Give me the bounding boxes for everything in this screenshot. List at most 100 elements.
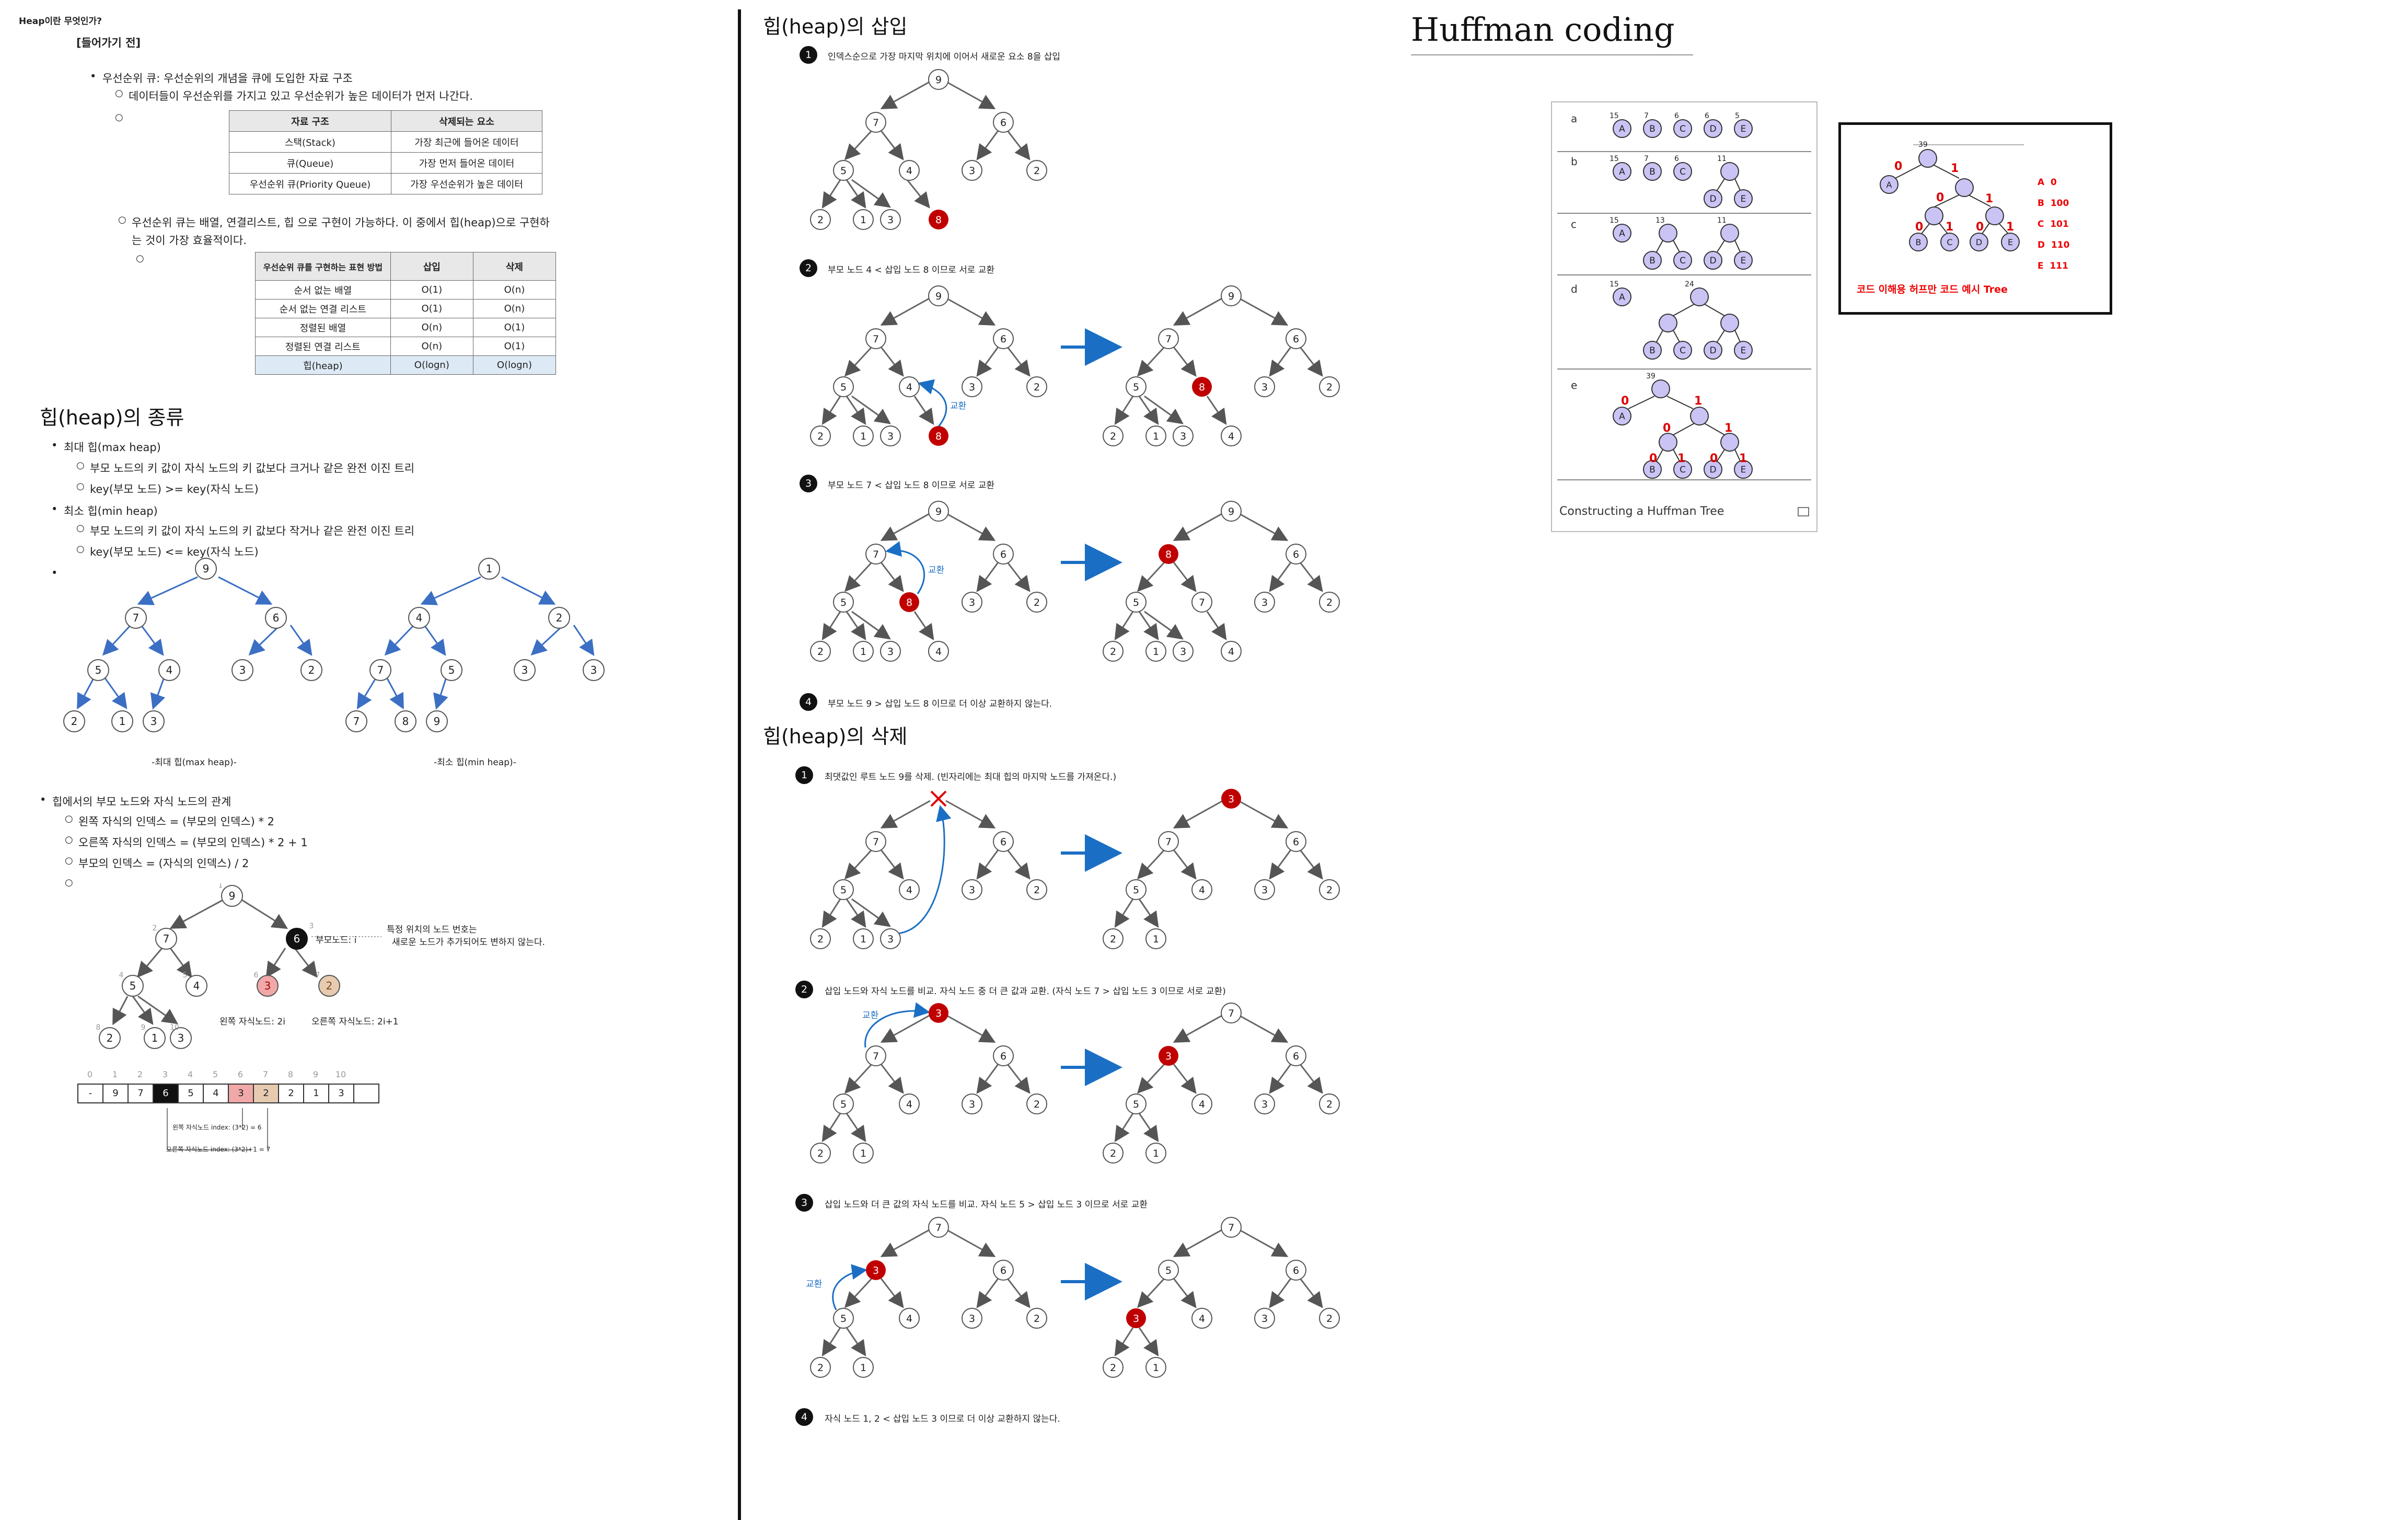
array-note-left: 왼쪽 자식노드 index: (3*2) = 6	[172, 1124, 262, 1131]
delete-step-1: 최댓값인 루트 노드 9를 삭제. (빈자리에는 최대 힙의 마지막 노드를 가…	[825, 772, 1117, 782]
svg-text:6: 6	[294, 932, 300, 945]
expand-icon[interactable]	[1798, 507, 1809, 516]
array-cell: 9	[103, 1084, 129, 1103]
svg-text:5: 5	[130, 980, 136, 992]
svg-text:9: 9	[935, 74, 942, 86]
svg-text:3: 3	[239, 664, 246, 676]
svg-text:4: 4	[166, 664, 173, 676]
huffman-code-example: 39 A B C D E 0 1 0 1 0 1 0 1 A 0 B 100 C 101 D 1…	[1838, 122, 2112, 315]
array-index: 6	[237, 1069, 244, 1079]
leaf: A	[1619, 167, 1625, 177]
pq-impl-2: 는 것이 가장 효율적이다.	[132, 234, 247, 247]
svg-text:4: 4	[119, 971, 124, 980]
min-heap-caption: -최소 힙(min heap)-	[434, 757, 516, 768]
svg-text:8: 8	[935, 214, 942, 226]
svg-text:3: 3	[591, 664, 597, 676]
cell: O(1)	[472, 337, 557, 356]
svg-text:3: 3	[1165, 1051, 1172, 1062]
svg-text:7: 7	[1228, 1008, 1234, 1019]
swap-label: 교환	[806, 1279, 822, 1289]
array-index: 0	[87, 1069, 93, 1079]
array-pointer-lines	[167, 1108, 268, 1150]
delete-step-3-badge: 3	[795, 1194, 813, 1212]
edge-bit: 0	[1710, 452, 1718, 465]
stage-label: b	[1571, 155, 1578, 168]
svg-text:6: 6	[1000, 549, 1006, 560]
delete-diagrams: 7 6 5 4 3 2 2 1 3 3 7 6 5 4 3 2 2 1	[806, 789, 1340, 1378]
parent-node-label: 부모노드: i	[316, 935, 357, 946]
delete-step-3: 삽입 노드와 더 큰 값의 자식 노드를 비교. 자식 노드 5 > 삽입 노드…	[825, 1200, 1148, 1210]
array-note-right: 오른쪽 자식노드 index: (3*2)+1 = 7	[166, 1146, 271, 1153]
svg-text:4: 4	[416, 612, 423, 624]
edge-bit: 0	[1976, 221, 1984, 234]
svg-text:3: 3	[264, 980, 271, 992]
cell: 스택(Stack)	[229, 131, 391, 153]
svg-text:2: 2	[308, 664, 315, 676]
stage-label: c	[1571, 218, 1577, 231]
svg-text:7: 7	[1165, 836, 1172, 848]
svg-text:7: 7	[1199, 597, 1205, 608]
svg-text:2: 2	[153, 924, 157, 932]
weight: 5	[1735, 112, 1740, 120]
svg-text:3: 3	[887, 934, 894, 945]
code-row: E 111	[2037, 261, 2068, 271]
heap-types-diagram: 9 7 6 5 4 3 2 2 1 3 1 4 2 7 5 3 3 7 8 9	[63, 558, 605, 732]
array-index: 7	[262, 1069, 269, 1079]
insert-step-3: 부모 노드 7 < 삽입 노드 8 이므로 서로 교환	[828, 480, 995, 491]
leaf: B	[1649, 256, 1656, 266]
cell: 힙(heap)	[255, 355, 391, 375]
weight: 7	[1644, 112, 1649, 120]
cell: O(logn)	[390, 355, 473, 375]
edge-bit: 0	[1915, 221, 1923, 234]
svg-text:1: 1	[860, 431, 866, 442]
max-heap-desc: 부모 노드의 키 값이 자식 노드의 키 값보다 크거나 같은 완전 이진 트리	[76, 460, 414, 476]
insert-step-2-badge: 2	[800, 259, 817, 277]
svg-text:2: 2	[1110, 1362, 1116, 1374]
svg-text:3: 3	[150, 715, 157, 728]
svg-text:2: 2	[1110, 934, 1116, 945]
cell: 가장 최근에 들어온 데이터	[390, 131, 543, 153]
svg-text:2: 2	[817, 934, 824, 945]
array-cell-right-child: 2	[254, 1084, 279, 1103]
weight: 6	[1674, 112, 1679, 120]
leaf: D	[1709, 346, 1716, 356]
svg-text:1: 1	[1153, 1362, 1159, 1374]
leaf: D	[1976, 237, 1982, 247]
code-row: C 101	[2037, 219, 2069, 229]
svg-text:5: 5	[95, 664, 102, 676]
svg-text:3: 3	[522, 664, 528, 676]
min-heap-key: key(부모 노드) <= key(자식 노드)	[76, 544, 259, 559]
stage-label: a	[1571, 112, 1577, 125]
array-index: 10	[335, 1069, 346, 1079]
code-row: D 110	[2037, 240, 2070, 250]
huffman-caption: Constructing a Huffman Tree	[1559, 505, 1724, 518]
svg-text:2: 2	[1110, 431, 1116, 442]
svg-text:3: 3	[887, 431, 894, 442]
svg-text:6: 6	[273, 612, 280, 624]
svg-text:2: 2	[817, 1362, 824, 1374]
svg-text:2: 2	[1110, 646, 1116, 658]
svg-text:5: 5	[1165, 1265, 1172, 1276]
svg-text:2: 2	[1034, 1313, 1040, 1325]
array-cell: 5	[179, 1084, 204, 1103]
svg-text:4: 4	[1228, 431, 1234, 442]
svg-text:1: 1	[860, 214, 866, 226]
cell: O(n)	[390, 337, 473, 356]
weight: 6	[1705, 112, 1709, 120]
cell: O(logn)	[472, 355, 557, 375]
th-delete: 삭제	[472, 252, 557, 281]
svg-text:3: 3	[969, 1313, 975, 1325]
leaf: B	[1649, 124, 1656, 134]
svg-text:2: 2	[1326, 1099, 1333, 1110]
leaf: B	[1649, 167, 1656, 177]
delete-step-2-badge: 2	[795, 981, 813, 998]
relation-right: 오른쪽 자식의 인덱스 = (부모의 인덱스) * 2 + 1	[65, 834, 308, 850]
insert-heading: 힙(heap)의 삽입	[763, 15, 908, 38]
max-heap-label: 최대 힙(max heap)	[51, 439, 161, 455]
pq-impl-1: 우선순위 큐는 배열, 연결리스트, 힙 으로 구현이 가능하다. 이 중에서 …	[118, 214, 550, 230]
svg-text:2: 2	[817, 214, 824, 226]
array-cell: 3	[329, 1084, 354, 1103]
leaf: D	[1709, 124, 1716, 134]
svg-text:3: 3	[1261, 1099, 1268, 1110]
svg-text:2: 2	[1034, 884, 1040, 896]
